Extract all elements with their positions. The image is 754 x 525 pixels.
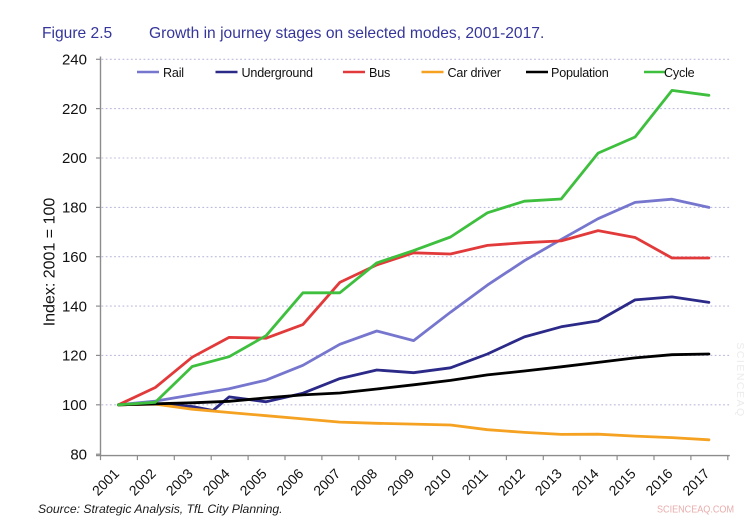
svg-text:SCIENCEAQ: SCIENCEAQ: [734, 342, 746, 417]
svg-text:Source: Strategic Analysis, Tf: Source: Strategic Analysis, TfL City Pla…: [38, 502, 283, 516]
svg-text:240: 240: [62, 52, 87, 69]
svg-text:Growth in journey stages on se: Growth in journey stages on selected mod…: [149, 25, 544, 42]
svg-text:80: 80: [70, 446, 87, 463]
svg-text:Cycle: Cycle: [664, 66, 695, 80]
svg-text:120: 120: [62, 348, 87, 365]
svg-text:Car driver: Car driver: [448, 66, 501, 80]
svg-text:Underground: Underground: [242, 66, 314, 80]
svg-text:100: 100: [62, 397, 87, 414]
svg-text:160: 160: [62, 249, 87, 266]
svg-text:Bus: Bus: [369, 66, 390, 80]
svg-text:140: 140: [62, 298, 87, 315]
svg-text:220: 220: [62, 101, 87, 118]
svg-text:SCIENCEAQ.COM: SCIENCEAQ.COM: [657, 505, 734, 516]
svg-text:Rail: Rail: [163, 66, 184, 80]
svg-text:Population: Population: [551, 66, 609, 80]
svg-text:180: 180: [62, 200, 87, 217]
svg-text:Figure 2.5: Figure 2.5: [42, 25, 113, 42]
svg-text:200: 200: [62, 150, 87, 167]
svg-text:Index: 2001 = 100: Index: 2001 = 100: [42, 198, 59, 327]
